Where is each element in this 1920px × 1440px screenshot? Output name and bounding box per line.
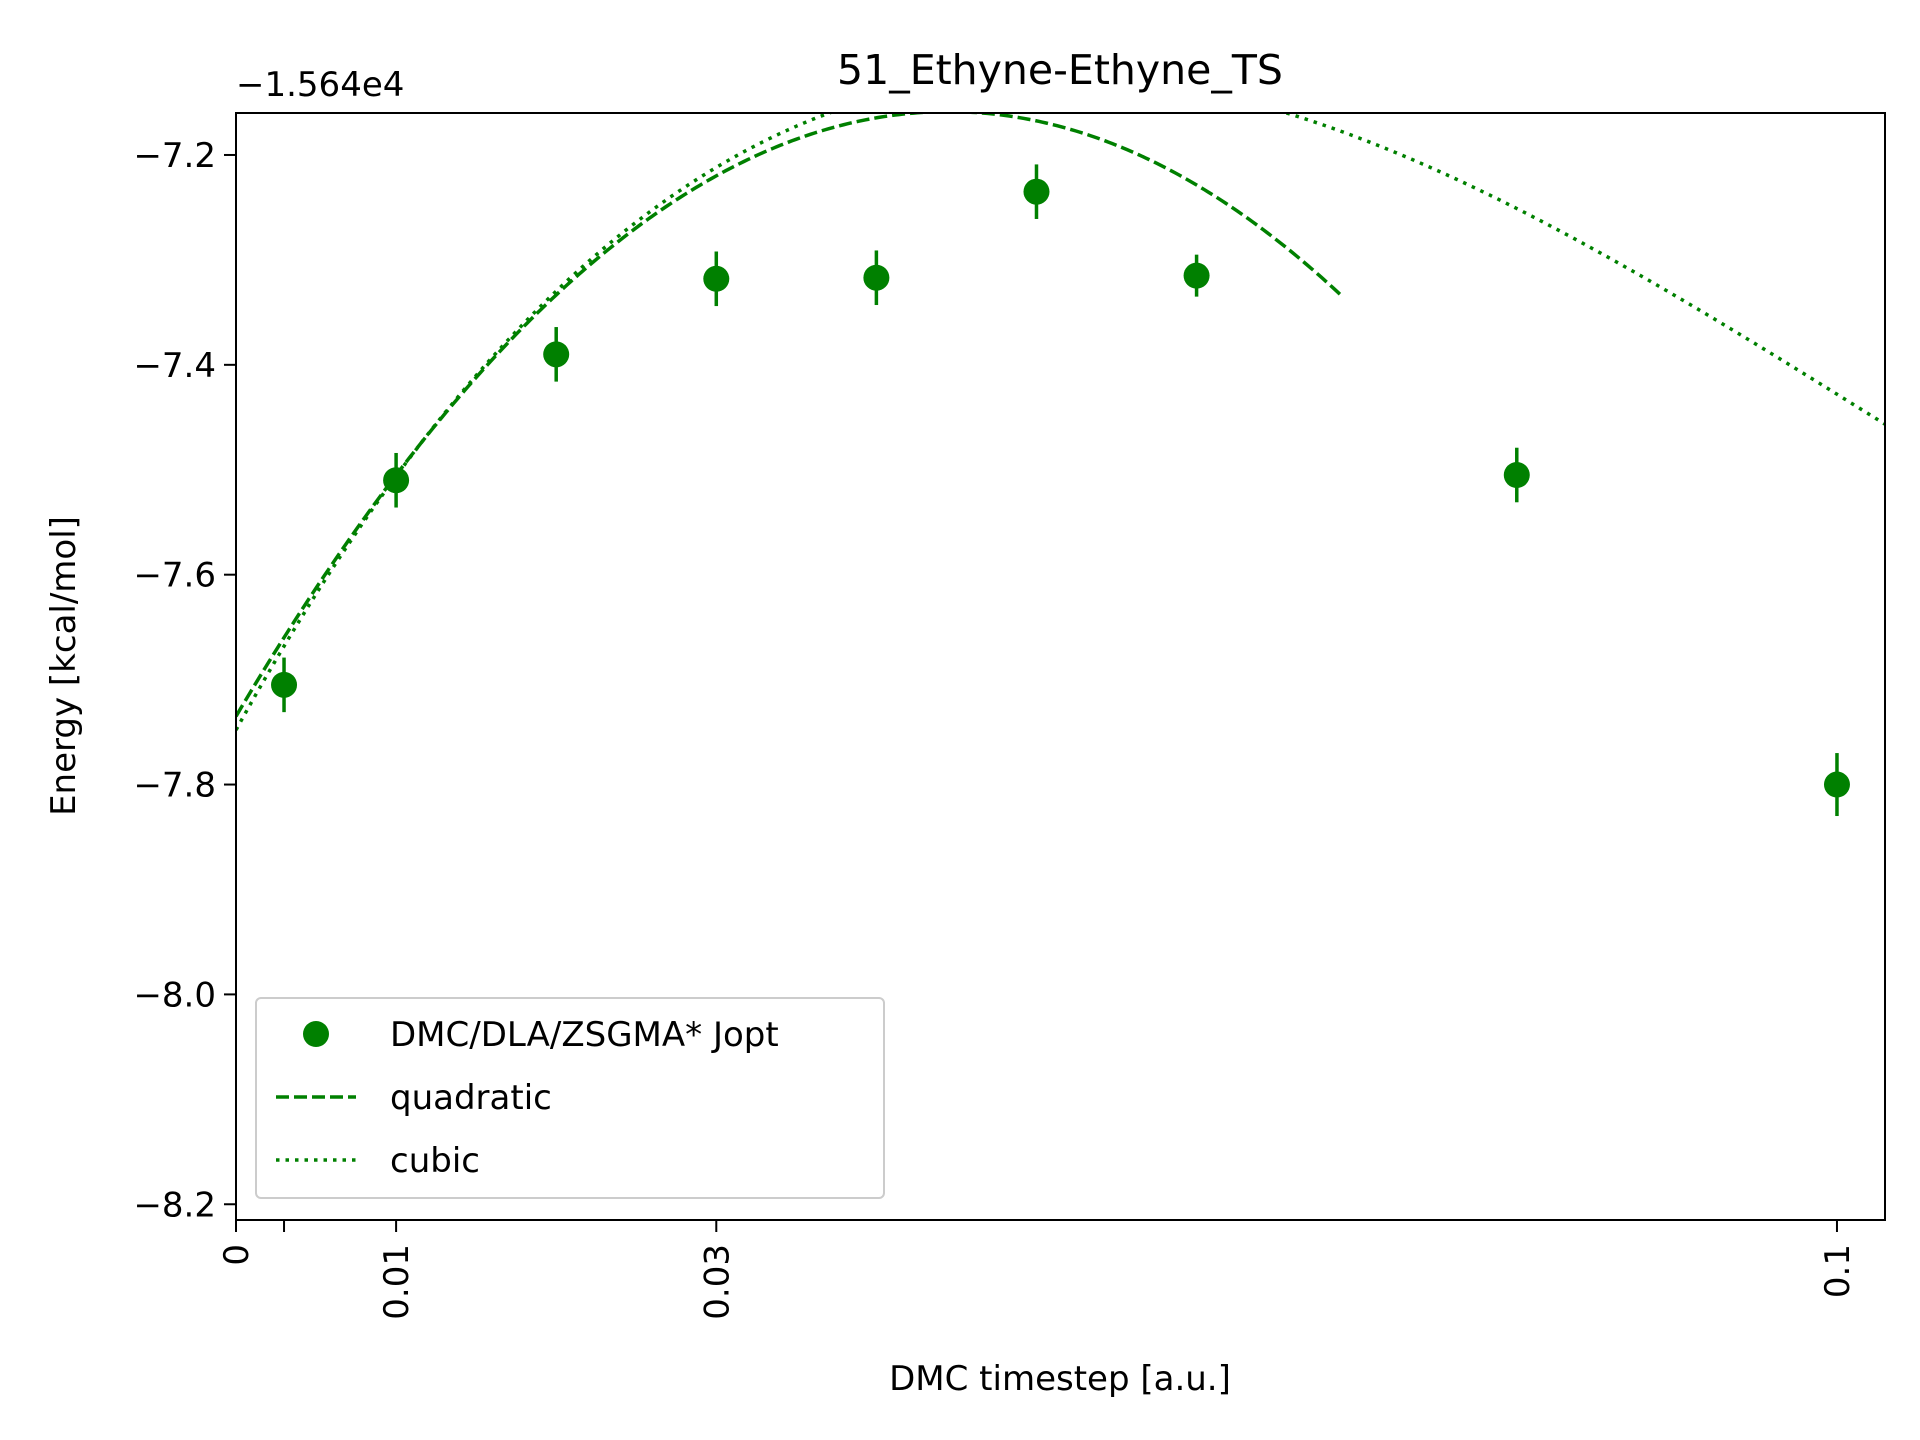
y-tick-label: −7.4 bbox=[133, 346, 216, 386]
x-tick-label: 0.03 bbox=[697, 1244, 737, 1320]
legend-label: quadratic bbox=[390, 1078, 552, 1118]
y-tick-label: −8.0 bbox=[133, 975, 216, 1015]
point-marker bbox=[1503, 462, 1530, 489]
y-tick-label: −7.8 bbox=[133, 766, 216, 806]
point-marker bbox=[863, 264, 890, 291]
y-tick-label: −7.6 bbox=[133, 556, 216, 596]
point-marker bbox=[1183, 262, 1210, 289]
x-tick-label: 0.1 bbox=[1818, 1244, 1858, 1298]
data-point bbox=[383, 452, 410, 508]
legend-entry: quadratic bbox=[276, 1078, 552, 1118]
data-point bbox=[1183, 254, 1210, 297]
legend-label: cubic bbox=[390, 1141, 480, 1181]
data-point bbox=[703, 251, 730, 307]
x-tick-label: 0 bbox=[217, 1244, 257, 1266]
chart-title: 51_Ethyne-Ethyne_TS bbox=[837, 46, 1283, 94]
data-point bbox=[1823, 753, 1850, 817]
x-axis-label: DMC timestep [a.u.] bbox=[889, 1359, 1231, 1399]
point-marker bbox=[271, 671, 298, 698]
x-tick-label: 0.01 bbox=[377, 1244, 417, 1320]
y-axis-label: Energy [kcal/mol] bbox=[44, 516, 84, 816]
y-tick-label: −8.2 bbox=[133, 1185, 216, 1225]
legend-box bbox=[255, 997, 885, 1199]
y-axis: −7.2 −7.4 −7.6 −7.8 −8.0 −8.2 bbox=[133, 136, 236, 1225]
x-axis: 0 0.01 0.03 0.1 bbox=[217, 1220, 1858, 1320]
legend-marker bbox=[303, 1021, 329, 1047]
plot-area bbox=[236, 113, 1885, 817]
fit-line-quadratic bbox=[236, 113, 1342, 718]
data-point bbox=[1503, 447, 1530, 503]
point-marker bbox=[383, 467, 410, 494]
point-marker bbox=[1023, 178, 1050, 205]
point-marker bbox=[703, 265, 730, 292]
data-point bbox=[1023, 164, 1050, 219]
data-point bbox=[543, 327, 570, 382]
legend-entry: DMC/DLA/ZSGMA* Jopt bbox=[303, 1015, 779, 1055]
legend-entry: cubic bbox=[276, 1141, 480, 1181]
data-point bbox=[863, 250, 890, 306]
y-tick-label: −7.2 bbox=[133, 136, 216, 176]
legend-label: DMC/DLA/ZSGMA* Jopt bbox=[390, 1015, 779, 1055]
plot-frame bbox=[235, 112, 1886, 1221]
point-marker bbox=[543, 341, 570, 368]
legend: DMC/DLA/ZSGMA* Jopt quadratic cubic bbox=[255, 997, 885, 1199]
y-offset-text: −1.564e4 bbox=[236, 65, 404, 105]
data-point bbox=[271, 657, 298, 713]
point-marker bbox=[1823, 771, 1850, 798]
